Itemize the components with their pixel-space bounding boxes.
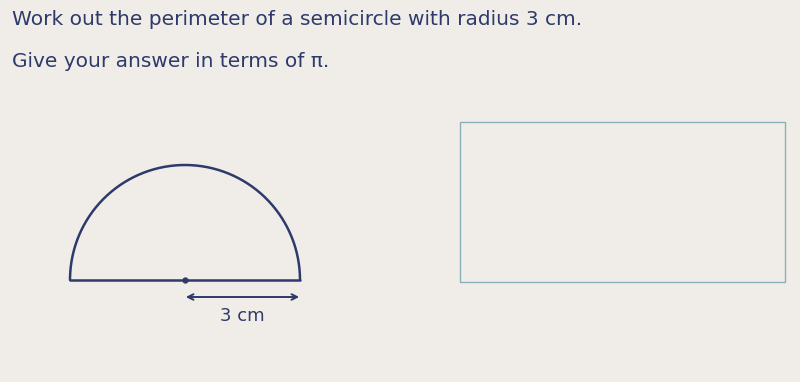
- Text: Give your answer in terms of π.: Give your answer in terms of π.: [12, 52, 330, 71]
- Bar: [460, 122, 785, 282]
- Text: Work out the perimeter of a semicircle with radius 3 cm.: Work out the perimeter of a semicircle w…: [12, 10, 582, 29]
- Text: 3 cm: 3 cm: [220, 307, 265, 325]
